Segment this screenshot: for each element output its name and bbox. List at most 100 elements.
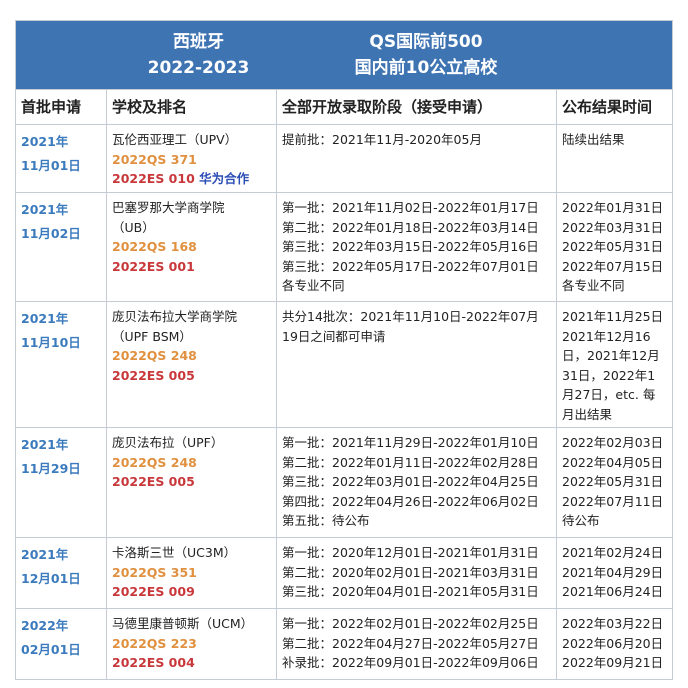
table-row: 2021年 11月29日 庞贝法布拉（UPF） 2022QS 248 2022ES 00… [16, 427, 672, 537]
stage-line: 第二批：2022年01月11日-2022年02月28日 [282, 454, 539, 470]
stage-line: 第四批：2022年04月26日-2022年06月02日 [282, 493, 539, 509]
date-cell: 2021年 12月01日 [16, 538, 106, 608]
header-results: 公布结果时间 [556, 90, 672, 124]
qs-rank: 2022QS 248 [112, 348, 197, 363]
school-cell: 瓦伦西亚理工（UPV） 2022QS 371 2022ES 010 华为合作 [106, 125, 276, 192]
result-line: 2022年02月03日 [562, 435, 664, 450]
stage-line: 第二批：2022年01月18日-2022年03月14日 [282, 219, 539, 235]
date-cell: 2022年 02月01日 [16, 609, 106, 679]
first-batch-date: 2021年 [21, 547, 69, 562]
stage-line: 补录批：2022年09月01日-2022年09月06日 [282, 655, 539, 670]
school-cell: 巴塞罗那大学商学院 （UB） 2022QS 168 2022ES 001 [106, 193, 276, 301]
stage-line: 第二批：2022年04月27日-2022年05月27日 [282, 635, 539, 651]
stages-cell: 第一批：2021年11月29日-2022年01月10日 第二批：2022年01月1… [276, 428, 556, 537]
school-name: （UPF BSM） [112, 328, 192, 344]
result-line: 2021年06月24日 [562, 584, 664, 599]
qs-rank: 2022QS 351 [112, 564, 197, 580]
result-line: 2021年02月24日 [562, 545, 664, 560]
result-line: 2022年05月31日 [562, 239, 664, 254]
school-name: 巴塞罗那大学商学院 [112, 200, 225, 215]
results-cell: 2021年11月25日 2021年12月16日，2021年12月31日，2022… [556, 302, 672, 427]
results-cell: 2021年02月24日 2021年04月29日 2021年06月24日 [556, 538, 672, 608]
school-name: （UB） [112, 219, 155, 235]
result-line: 2021年04月29日 [562, 564, 664, 580]
stage-line: 第一批：2022年02月01日-2022年02月25日 [282, 616, 539, 631]
result-line: 2022年05月31日 [562, 474, 664, 489]
result-line: 2022年04月05日 [562, 454, 664, 470]
table-banner: 西班牙 2022-2023 QS国际前500 国内前10公立高校 [16, 21, 672, 89]
header-school: 学校及排名 [106, 90, 276, 124]
es-rank: 2022ES 005 [112, 367, 195, 383]
stage-line: 第三批：2020年04月01日-2021年05月31日 [282, 584, 539, 599]
result-line: 2022年03月31日 [562, 219, 664, 235]
stage-line: 第五批：待公布 [282, 513, 370, 528]
school-cell: 庞贝法布拉（UPF） 2022QS 248 2022ES 005 [106, 428, 276, 537]
stage-line: 第一批：2021年11月02日-2022年01月17日 [282, 200, 539, 215]
first-batch-date: 11月02日 [21, 226, 81, 241]
first-batch-date: 11月10日 [21, 335, 81, 350]
es-rank: 2022ES 009 [112, 584, 195, 599]
stage-line: 第一批：2020年12月01日-2021年01月31日 [282, 545, 539, 560]
qs-rank: 2022QS 168 [112, 239, 197, 254]
qs-rank: 2022QS 371 [112, 151, 197, 167]
first-batch-date: 2022年 [21, 618, 69, 633]
stage-line: 第一批：2021年11月29日-2022年01月10日 [282, 435, 539, 450]
result-line: 2021年11月25日 2021年12月16日，2021年12月31日，2022… [562, 309, 664, 422]
header-stages: 全部开放录取阶段（接受申请） [276, 90, 556, 124]
result-line: 陆续出结果 [562, 132, 625, 147]
date-cell: 2021年 11月02日 [16, 193, 106, 301]
first-batch-date: 2021年 [21, 437, 69, 452]
date-cell: 2021年 11月01日 [16, 125, 106, 192]
stages-cell: 提前批：2021年11月-2020年05月 [276, 125, 556, 192]
result-line: 各专业不同 [562, 278, 625, 293]
table-row: 2021年 11月10日 庞贝法布拉大学商学院 （UPF BSM） 2022QS 248… [16, 301, 672, 427]
partner-badge: 华为合作 [199, 171, 250, 186]
school-name: 马德里康普顿斯（UCM） [112, 616, 254, 631]
banner-country: 西班牙 [173, 32, 224, 52]
es-rank: 2022ES 010 华为合作 [112, 171, 250, 186]
result-line: 2022年07月15日 [562, 258, 664, 274]
school-cell: 庞贝法布拉大学商学院 （UPF BSM） 2022QS 248 2022ES 005 [106, 302, 276, 427]
school-name: 瓦伦西亚理工（UPV） [112, 132, 238, 147]
es-rank: 2022ES 005 [112, 474, 195, 489]
results-cell: 2022年01月31日 2022年03月31日 2022年05月31日 2022年07… [556, 193, 672, 301]
banner-left: 西班牙 2022-2023 [106, 29, 291, 81]
header-row: 首批申请 学校及排名 全部开放录取阶段（接受申请） 公布结果时间 [16, 89, 672, 124]
result-line: 2022年06月20日 [562, 635, 664, 651]
date-cell: 2021年 11月29日 [16, 428, 106, 537]
admissions-table: 西班牙 2022-2023 QS国际前500 国内前10公立高校 首批申请 学校… [15, 20, 673, 680]
date-cell: 2021年 11月10日 [16, 302, 106, 427]
banner-domestic: 国内前10公立高校 [354, 58, 498, 78]
result-line: 2022年03月22日 [562, 616, 664, 631]
result-line: 2022年07月11日 [562, 493, 664, 509]
es-rank: 2022ES 001 [112, 258, 195, 274]
stage-line: 第三批：2022年03月15日-2022年05月16日 [282, 239, 539, 254]
first-batch-date: 12月01日 [21, 571, 81, 586]
first-batch-date: 2021年 [21, 202, 69, 217]
results-cell: 2022年03月22日 2022年06月20日 2022年09月21日 [556, 609, 672, 679]
school-cell: 马德里康普顿斯（UCM） 2022QS 223 2022ES 004 [106, 609, 276, 679]
header-first-batch: 首批申请 [21, 98, 82, 116]
result-line: 2022年09月21日 [562, 655, 664, 670]
school-name: 庞贝法布拉（UPF） [112, 435, 224, 450]
results-cell: 2022年02月03日 2022年04月05日 2022年05月31日 2022年07… [556, 428, 672, 537]
table-row: 2021年 11月01日 瓦伦西亚理工（UPV） 2022QS 371 2022ES 0… [16, 124, 672, 192]
first-batch-date: 2021年 [21, 311, 69, 326]
first-batch-date: 11月29日 [21, 461, 81, 476]
qs-rank: 2022QS 248 [112, 454, 197, 470]
table-row: 2022年 02月01日 马德里康普顿斯（UCM） 2022QS 223 2022ES … [16, 608, 672, 679]
result-line: 待公布 [562, 513, 600, 528]
stage-line: 共分14批次：2021年11月10日-2022年07月19日之间都可申请 [282, 309, 539, 344]
stage-line: 各专业不同 [282, 278, 345, 293]
stage-line: 第三批：2022年03月01日-2022年04月25日 [282, 474, 539, 489]
stages-cell: 第一批：2020年12月01日-2021年01月31日 第二批：2020年02月0… [276, 538, 556, 608]
first-batch-date: 02月01日 [21, 642, 81, 657]
results-cell: 陆续出结果 [556, 125, 672, 192]
result-line: 2022年01月31日 [562, 200, 664, 215]
stages-cell: 第一批：2022年02月01日-2022年02月25日 第二批：2022年04月2… [276, 609, 556, 679]
banner-right: QS国际前500 国内前10公立高校 [276, 29, 576, 81]
banner-qs: QS国际前500 [369, 32, 483, 52]
qs-rank: 2022QS 223 [112, 635, 197, 651]
table-row: 2021年 11月02日 巴塞罗那大学商学院 （UB） 2022QS 168 2022ES… [16, 192, 672, 301]
school-name: 庞贝法布拉大学商学院 [112, 309, 238, 324]
